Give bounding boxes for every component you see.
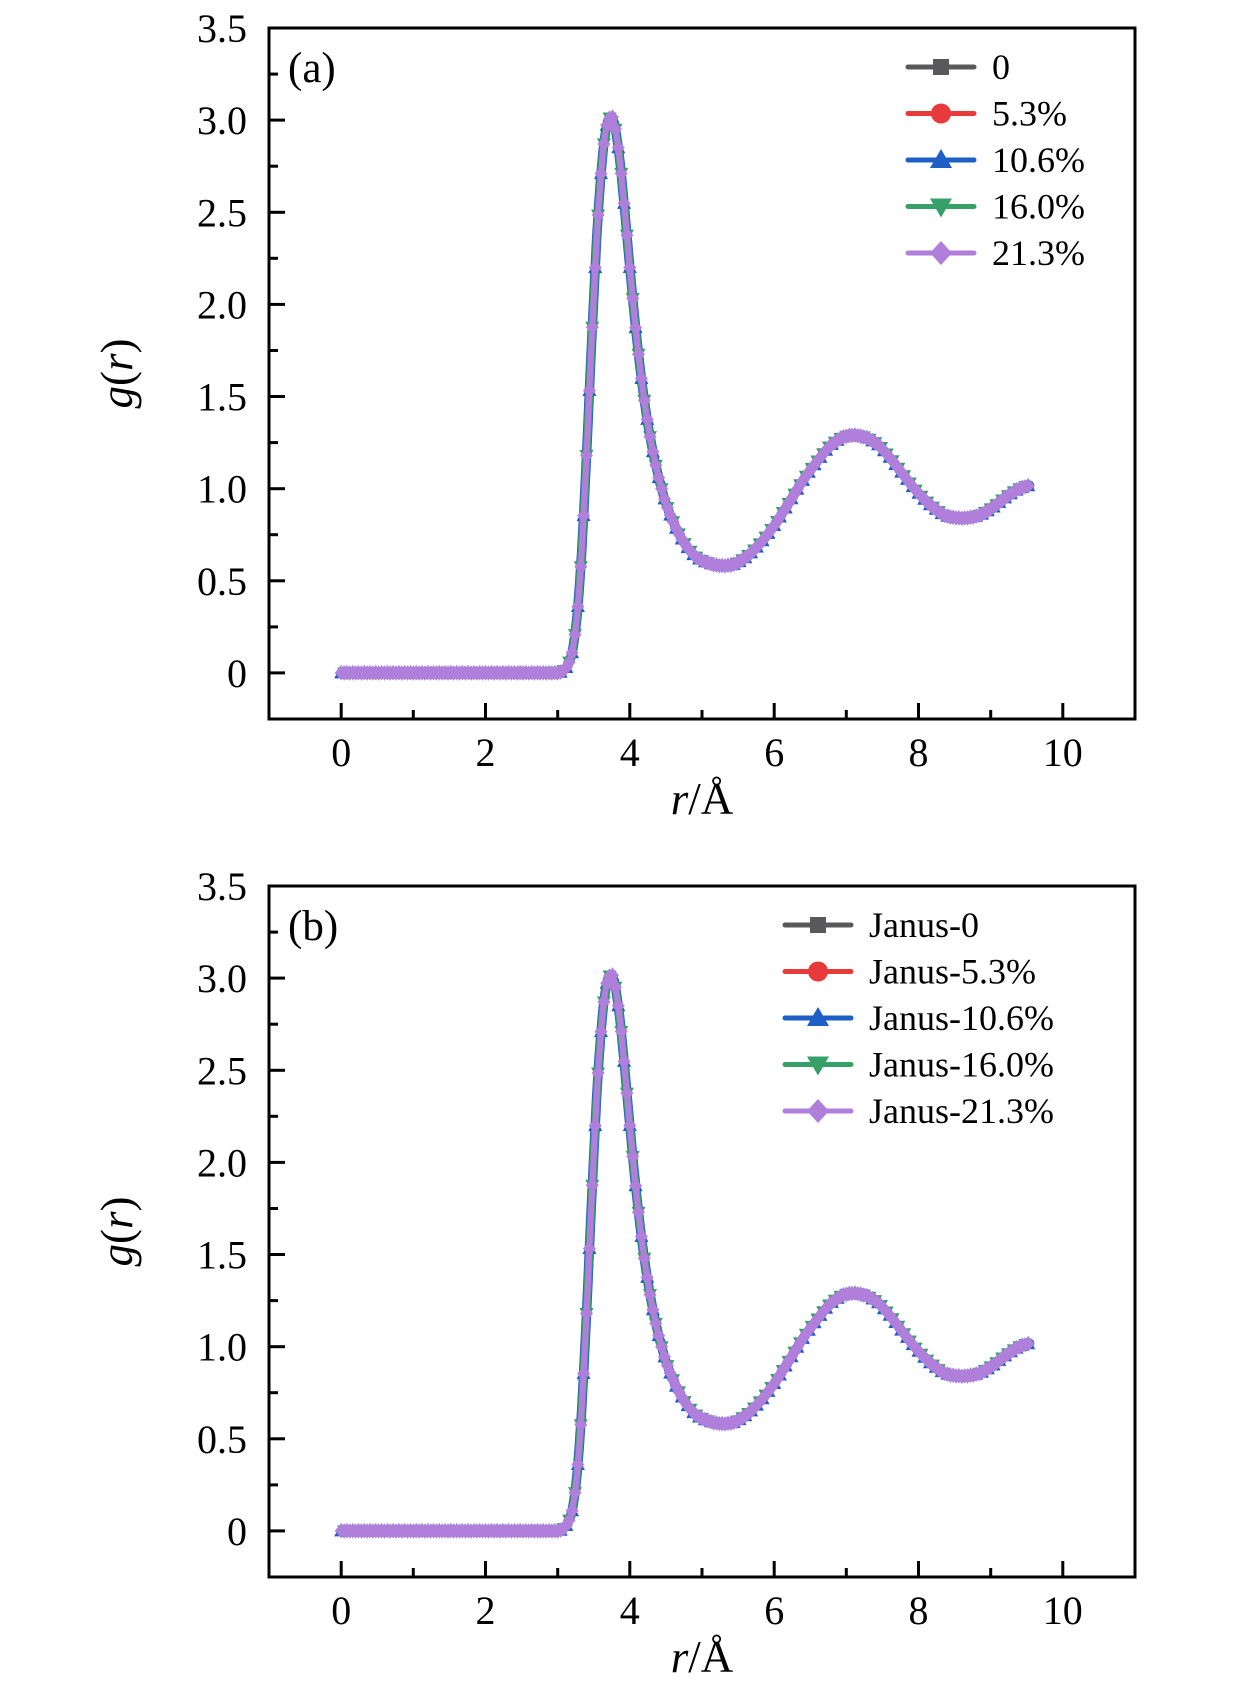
legend-marker-square-icon <box>810 917 826 933</box>
legend-marker-triangle-down-icon <box>807 1056 829 1076</box>
x-tick-label: 0 <box>331 730 351 775</box>
y-tick-label: 1.0 <box>197 1325 247 1370</box>
x-tick-label: 0 <box>331 1588 351 1633</box>
x-tick-label: 10 <box>1043 1588 1083 1633</box>
legend-entry: 21.3% <box>905 233 1085 273</box>
y-tick-label: 3.5 <box>197 864 247 909</box>
curve-0 <box>338 113 1033 676</box>
y-tick-label: 1.5 <box>197 375 247 420</box>
y-tick-label: 0 <box>227 651 247 696</box>
y-tick-label: 2.5 <box>197 1048 247 1093</box>
panel-b: 0 2 4 6 8 1000.51.01.52.02.53.03.5Janus-0Janu… <box>92 864 1137 1682</box>
legend-label: Janus-21.3% <box>869 1091 1054 1131</box>
legend-entry: 0 <box>905 47 1010 87</box>
legend-entry: 16.0% <box>905 187 1085 227</box>
axis-ticks: 0 2 4 6 8 10 0 0.5 1.0 1.5 2.0 2.5 3.0 3.5 <box>197 6 1083 775</box>
x-tick-label: 6 <box>764 730 784 775</box>
legend-entry: 5.3% <box>905 94 1067 134</box>
curves <box>334 967 1036 1539</box>
y-axis-label: g(r) <box>92 338 142 408</box>
legend-label: 5.3% <box>992 94 1067 134</box>
y-tick-label: 2.5 <box>197 190 247 235</box>
curve-5.3% <box>338 113 1033 676</box>
panel-letter: (b) <box>288 903 338 950</box>
x-tick-label: 4 <box>620 1588 640 1633</box>
x-tick-label: 8 <box>909 1588 929 1633</box>
x-axis-label: r/Å <box>671 1632 734 1682</box>
markers-10.6% <box>334 109 1036 679</box>
legend-entry: 10.6% <box>905 140 1085 180</box>
legend-marker-diamond-icon <box>930 241 952 265</box>
legend-entry: Janus-16.0% <box>782 1045 1054 1085</box>
legend-marker-triangle-down-icon <box>930 198 952 218</box>
legend-label: Janus-16.0% <box>869 1045 1054 1085</box>
y-tick-label: 1.5 <box>197 1233 247 1278</box>
x-tick-label: 2 <box>476 730 496 775</box>
legend-label: 21.3% <box>992 233 1085 273</box>
legend: 0 5.3% 10.6% 16.0% 21.3% <box>905 47 1085 273</box>
legend-marker-triangle-up-icon <box>930 149 952 168</box>
curve-21.3% <box>338 113 1033 676</box>
y-tick-label: 2.0 <box>197 282 247 327</box>
markers-16.0% <box>337 112 1033 681</box>
y-tick-label: 3.5 <box>197 6 247 51</box>
x-tick-label: 8 <box>909 730 929 775</box>
legend-entry: Janus-10.6% <box>782 998 1054 1038</box>
x-tick-label: 10 <box>1043 730 1083 775</box>
legend-label: 0 <box>992 47 1010 87</box>
legend-label: Janus-5.3% <box>869 952 1036 992</box>
legend-marker-square-icon <box>933 59 949 75</box>
y-tick-label: 2.0 <box>197 1140 247 1185</box>
legend-entry: Janus-21.3% <box>782 1091 1054 1131</box>
x-tick-label: 6 <box>764 1588 784 1633</box>
y-tick-label: 0.5 <box>197 1417 247 1462</box>
legend: Janus-0 Janus-5.3% Janus-10.6% Janus-16.0% J… <box>782 905 1054 1131</box>
axis-ticks: 0 2 4 6 8 10 0 0.5 1.0 1.5 2.0 2.5 3.0 3.5 <box>197 864 1083 1633</box>
legend-label: Janus-0 <box>869 905 979 945</box>
y-tick-label: 0.5 <box>197 559 247 604</box>
x-tick-label: 2 <box>476 1588 496 1633</box>
legend-label: 16.0% <box>992 187 1085 227</box>
panel-a: 0 2 4 6 8 10 0 0.5 1.0 1.5 2.0 2.5 3.0 3.5 0 5.3% 10.6% 1… <box>92 6 1137 824</box>
markers-21.3% <box>334 109 1035 681</box>
y-tick-label: 0 <box>227 1509 247 1554</box>
y-tick-label: 3.0 <box>197 98 247 143</box>
y-axis-label: g(r) <box>92 1196 142 1266</box>
curves <box>334 109 1036 681</box>
legend-label: 10.6% <box>992 140 1085 180</box>
y-tick-label: 3.0 <box>197 956 247 1001</box>
x-axis-label: r/Å <box>671 774 734 824</box>
legend-marker-circle-icon <box>931 103 951 124</box>
panel-letter: (a) <box>288 45 336 92</box>
y-tick-label: 1.0 <box>197 467 247 512</box>
legend-label: Janus-10.6% <box>869 998 1054 1038</box>
legend-marker-diamond-icon <box>807 1099 829 1123</box>
curve-16.0% <box>337 112 1034 677</box>
x-tick-label: 4 <box>620 730 640 775</box>
curve-10.6% <box>336 111 1035 678</box>
legend-entry: Janus-0 <box>782 905 979 945</box>
legend-marker-triangle-up-icon <box>807 1007 829 1026</box>
legend-entry: Janus-5.3% <box>782 952 1036 992</box>
legend-marker-circle-icon <box>808 961 828 982</box>
